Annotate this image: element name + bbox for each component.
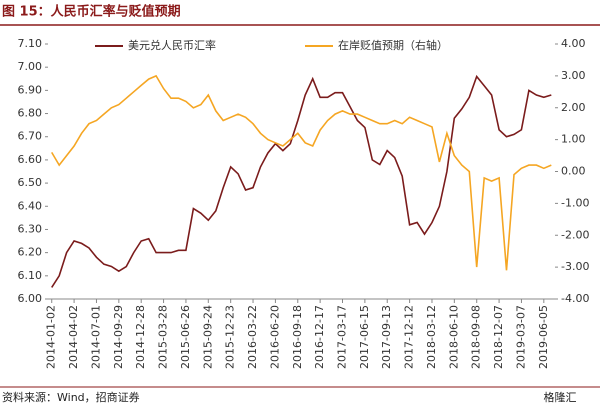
x-tick-label: 2015-03-28 bbox=[157, 305, 170, 369]
series-line bbox=[51, 74, 552, 271]
y2-tick-label: 1.00 bbox=[561, 133, 586, 146]
x-tick-label: 2015-12-23 bbox=[224, 305, 237, 369]
x-tick-label: 2015-06-26 bbox=[179, 305, 192, 369]
x-tick-label: 2014-07-01 bbox=[89, 305, 102, 369]
x-tick-label: 2016-03-22 bbox=[246, 305, 259, 369]
y-tick-label: 6.60 bbox=[18, 153, 43, 166]
x-tick-label: 2014-09-29 bbox=[112, 305, 125, 369]
y-tick-label: 6.40 bbox=[18, 199, 43, 212]
watermark: 格隆汇 bbox=[544, 390, 577, 404]
y2-tick-label: -1.00 bbox=[561, 196, 589, 209]
x-tick-label: 2019-03-07 bbox=[514, 305, 527, 369]
y-tick-label: 6.90 bbox=[18, 83, 43, 96]
x-tick-label: 2016-09-18 bbox=[291, 305, 304, 369]
y2-tick-label: -4.00 bbox=[561, 292, 589, 305]
x-tick-label: 2018-06-10 bbox=[447, 305, 460, 369]
y-tick-label: 6.00 bbox=[18, 292, 43, 305]
x-tick-label: 2014-04-02 bbox=[67, 305, 80, 369]
y-tick-label: 6.20 bbox=[18, 246, 43, 259]
y-tick-label: 6.70 bbox=[18, 130, 43, 143]
x-tick-label: 2017-09-13 bbox=[380, 305, 393, 369]
x-tick-label: 2018-09-08 bbox=[470, 305, 483, 369]
source: 资料来源：Wind，招商证券 bbox=[2, 390, 140, 404]
y2-tick-label: -3.00 bbox=[561, 260, 589, 273]
y-tick-label: 6.30 bbox=[18, 222, 43, 235]
y-tick-label: 6.50 bbox=[18, 176, 43, 189]
chart-title: 图 15：人民币汇率与贬值预期 bbox=[2, 4, 181, 20]
y-tick-label: 6.80 bbox=[18, 107, 43, 120]
y2-tick-label: 3.00 bbox=[561, 69, 586, 82]
x-tick-label: 2017-06-15 bbox=[358, 305, 371, 369]
y2-tick-label: -2.00 bbox=[561, 228, 589, 241]
y-tick-label: 7.00 bbox=[18, 60, 43, 73]
x-tick-label: 2015-09-24 bbox=[201, 305, 214, 369]
y2-tick-label: 4.00 bbox=[561, 37, 586, 50]
x-tick-label: 2014-01-02 bbox=[45, 305, 58, 369]
x-tick-label: 2017-03-17 bbox=[336, 305, 349, 369]
x-tick-label: 2018-12-07 bbox=[492, 305, 505, 369]
y-tick-label: 6.10 bbox=[18, 269, 43, 282]
legend-label: 在岸贬值预期（右轴） bbox=[338, 38, 448, 52]
y2-tick-label: 0.00 bbox=[561, 165, 586, 178]
legend-label: 美元兑人民币汇率 bbox=[128, 38, 216, 52]
x-tick-label: 2018-03-12 bbox=[425, 305, 438, 369]
x-tick-label: 2016-12-17 bbox=[313, 305, 326, 369]
x-tick-label: 2017-12-12 bbox=[403, 305, 416, 369]
x-tick-label: 2016-06-20 bbox=[268, 305, 281, 369]
x-tick-label: 2019-06-05 bbox=[537, 305, 550, 369]
y-tick-label: 7.10 bbox=[18, 37, 43, 50]
x-tick-label: 2014-12-28 bbox=[134, 305, 147, 369]
series-line bbox=[51, 74, 552, 288]
y2-tick-label: 2.00 bbox=[561, 101, 586, 114]
